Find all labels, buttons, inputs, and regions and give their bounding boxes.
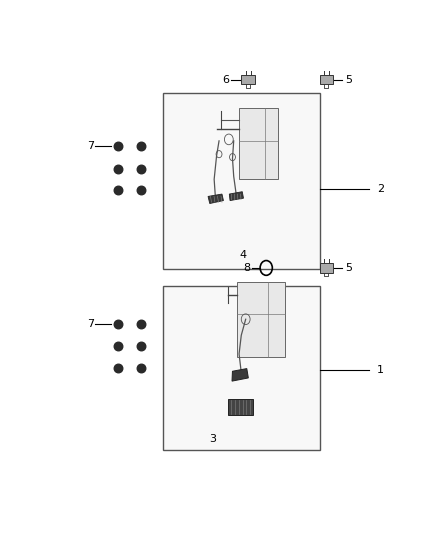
Text: 1: 1 [377, 365, 384, 375]
Text: 8: 8 [243, 263, 250, 273]
Text: 5: 5 [345, 263, 352, 273]
Point [114, 319, 121, 328]
Text: 3: 3 [209, 434, 216, 445]
Text: 2: 2 [377, 184, 385, 194]
Point [138, 364, 145, 373]
Point [138, 164, 145, 173]
Bar [237, 282, 286, 357]
Bar [319, 263, 333, 273]
Point [114, 186, 121, 195]
Point [114, 364, 121, 373]
Bar [241, 75, 255, 84]
Point [138, 186, 145, 195]
Point [138, 142, 145, 150]
Point [114, 342, 121, 351]
Bar [239, 108, 278, 179]
Polygon shape [230, 192, 244, 200]
Text: 5: 5 [345, 75, 352, 85]
Polygon shape [208, 194, 223, 204]
Text: 7: 7 [87, 319, 94, 329]
Polygon shape [232, 369, 248, 381]
Text: 4: 4 [240, 250, 247, 260]
Point [138, 342, 145, 351]
Bar [163, 286, 319, 450]
Polygon shape [228, 399, 254, 415]
Point [114, 142, 121, 150]
Bar [319, 75, 333, 84]
Text: 6: 6 [223, 75, 230, 85]
Point [114, 164, 121, 173]
Point [138, 319, 145, 328]
Text: 7: 7 [87, 141, 94, 151]
Bar [163, 93, 319, 269]
